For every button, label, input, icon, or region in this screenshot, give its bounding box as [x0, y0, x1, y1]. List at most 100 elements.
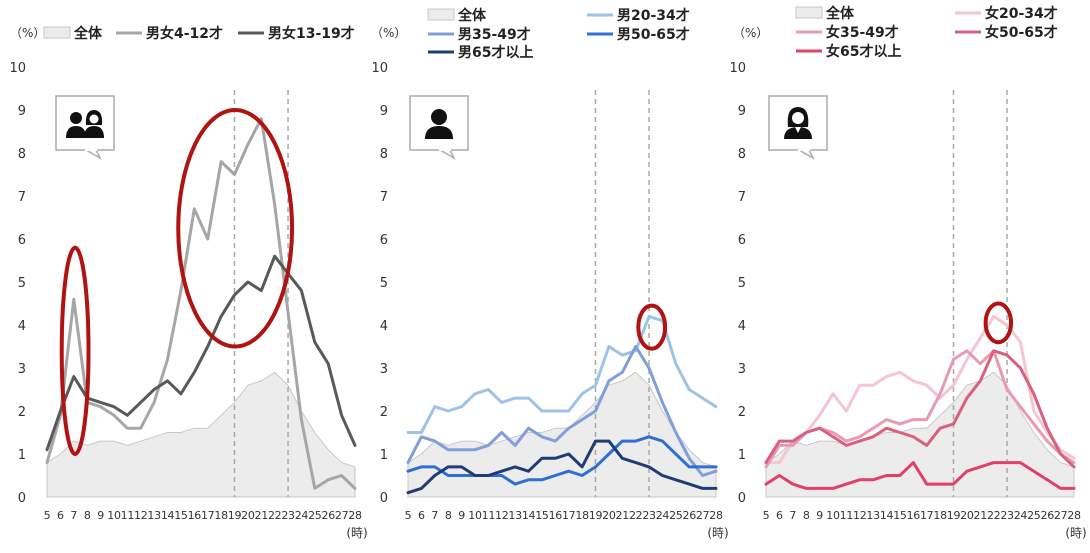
y-tick-label: 1 — [738, 448, 746, 463]
x-tick-label: 18 — [575, 509, 589, 522]
y-tick-label: 5 — [18, 276, 26, 291]
line-series-3 — [764, 349, 1076, 469]
y-tick-label: 7 — [18, 190, 26, 205]
x-tick-label: 25 — [1027, 509, 1041, 522]
x-tick-label: 10 — [826, 509, 840, 522]
legend-entry: 女65才以上 — [796, 43, 901, 60]
y-unit-label: （%） — [10, 26, 45, 40]
x-tick-label: 23 — [1000, 509, 1014, 522]
boy-body — [66, 126, 86, 138]
legend-label: 女50-65才 — [985, 24, 1058, 41]
line-series-3 — [406, 435, 718, 486]
legend-entry: 男65才以上 — [428, 44, 533, 61]
x-tick-label: 21 — [255, 509, 268, 522]
legend-entry: 全体 — [427, 7, 487, 24]
x-tick-label: 6 — [57, 509, 64, 522]
x-tick-label: 14 — [880, 509, 894, 522]
legend-entry: 女20-34才 — [955, 5, 1058, 22]
x-tick-label: 14 — [161, 509, 175, 522]
y-tick-label: 3 — [380, 362, 388, 377]
x-tick-label: 17 — [562, 509, 576, 522]
legend-entry: 男50-65才 — [587, 26, 690, 43]
x-tick-label: 23 — [642, 509, 656, 522]
icon-frame-gap — [85, 148, 97, 151]
legend-swatch — [427, 8, 455, 21]
area-series-overall — [765, 371, 1075, 498]
y-unit-label: （%） — [371, 26, 406, 40]
y-tick-label: 2 — [380, 405, 388, 420]
x-tick-label: 8 — [445, 509, 452, 522]
x-tick-label: 24 — [656, 509, 670, 522]
x-tick-label: 19 — [228, 509, 242, 522]
y-tick-label: 0 — [738, 491, 746, 506]
x-tick-label: 24 — [295, 509, 309, 522]
y-tick-label: 10 — [9, 61, 26, 76]
y-tick-label: 6 — [738, 233, 746, 248]
x-tick-label: 15 — [535, 509, 549, 522]
legend-entry: 女35-49才 — [796, 24, 899, 41]
x-tick-label: 13 — [866, 509, 880, 522]
legend-label: 全体 — [73, 25, 103, 42]
legend-label: 男50-65才 — [617, 26, 690, 43]
y-tick-label: 7 — [738, 190, 746, 205]
icon-frame-tail — [85, 149, 102, 160]
legend-label: 男35-49才 — [458, 26, 531, 43]
highlight-circle — [983, 301, 1014, 345]
boy-head — [70, 112, 82, 124]
girl-body — [84, 126, 104, 138]
x-tick-label: 9 — [816, 509, 823, 522]
x-tick-label: 11 — [121, 509, 134, 522]
highlight-circle — [59, 245, 91, 456]
x-tick-label: 8 — [803, 509, 810, 522]
body — [425, 126, 453, 139]
x-tick-label: 16 — [549, 509, 563, 522]
line-series-1 — [45, 117, 357, 490]
legend-entry: 男女13-19才 — [238, 25, 355, 42]
legend-label: 女65才以上 — [826, 43, 901, 60]
legend-entry: 女50-65才 — [955, 24, 1058, 41]
area-series-overall — [46, 371, 356, 498]
x-tick-label: 26 — [1041, 509, 1055, 522]
highlight-circle — [176, 108, 295, 349]
y-tick-label: 4 — [738, 319, 746, 334]
line-series-1 — [764, 314, 1076, 465]
x-tick-label: 12 — [134, 509, 147, 522]
x-tick-label: 7 — [70, 509, 77, 522]
x-tick-label: 20 — [241, 509, 255, 522]
x-tick-label: 5 — [405, 509, 412, 522]
legend-label: 全体 — [457, 7, 487, 24]
x-tick-label: 21 — [616, 509, 629, 522]
legend-label: 男女13-19才 — [268, 25, 355, 42]
y-tick-label: 5 — [738, 276, 746, 291]
x-tick-label: 10 — [107, 509, 121, 522]
x-tick-label: 22 — [629, 509, 642, 522]
line-series-4 — [406, 439, 718, 495]
x-tick-label: 11 — [840, 509, 853, 522]
x-tick-label: 28 — [1067, 509, 1081, 522]
x-tick-label: 20 — [602, 509, 616, 522]
man-icon — [409, 95, 469, 160]
x-unit-label: (時) — [707, 526, 728, 540]
x-tick-label: 28 — [709, 509, 723, 522]
icon-frame-tail — [439, 149, 456, 160]
legend-entry: 全体 — [43, 25, 103, 42]
y-tick-label: 10 — [371, 61, 388, 76]
x-tick-label: 13 — [508, 509, 522, 522]
x-tick-label: 23 — [281, 509, 295, 522]
x-tick-label: 5 — [763, 509, 770, 522]
y-tick-label: 4 — [380, 319, 388, 334]
x-tick-label: 6 — [776, 509, 783, 522]
y-tick-label: 0 — [380, 491, 388, 506]
legend-entry: 男女4-12才 — [116, 25, 223, 42]
icon-frame — [55, 95, 115, 151]
x-tick-label: 22 — [268, 509, 281, 522]
y-tick-label: 10 — [729, 61, 746, 76]
line-series-4 — [764, 461, 1076, 490]
x-tick-label: 24 — [1014, 509, 1028, 522]
x-tick-label: 8 — [84, 509, 91, 522]
y-tick-label: 2 — [738, 405, 746, 420]
y-tick-label: 4 — [18, 319, 26, 334]
